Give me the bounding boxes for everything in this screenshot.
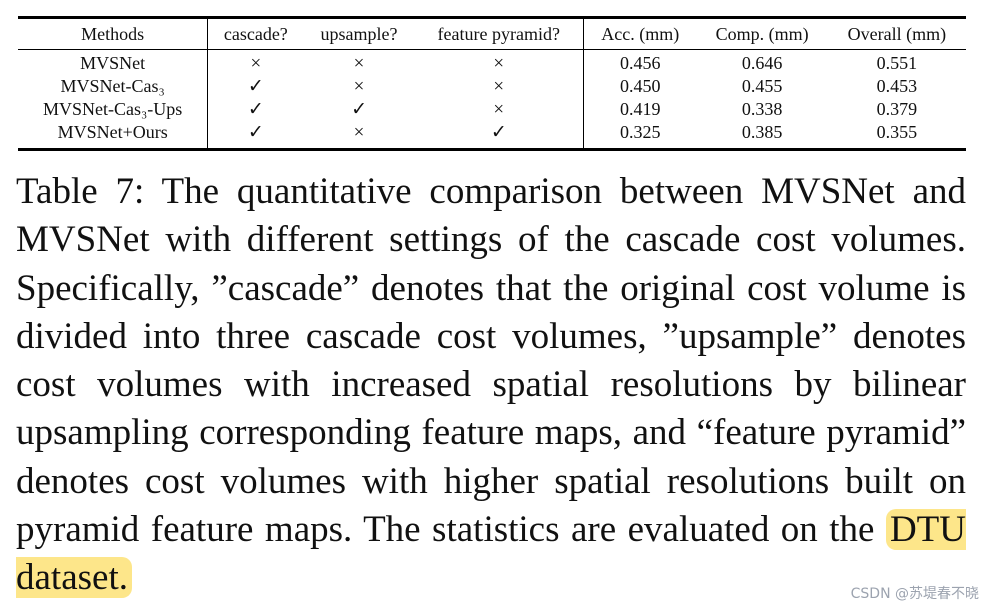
cell-acc: 0.450 (619, 76, 661, 96)
cell-overall: 0.355 (876, 122, 918, 142)
cell-upsample: × (353, 122, 365, 143)
results-table-container: Methods cascade? upsample? feature pyram… (18, 16, 966, 151)
header-feature-pyramid: feature pyramid? (414, 17, 584, 50)
cell-cascade: ✓ (247, 122, 264, 143)
cell-method: MVSNet-Cas₃ (18, 75, 209, 98)
cell-overall: 0.453 (876, 76, 918, 96)
cell-cascade: × (250, 53, 262, 74)
cell-method: MVSNet-Cas₃-Ups (18, 98, 209, 121)
watermark: CSDN @苏堤春不晓 (850, 586, 979, 602)
caption-paragraph: Table 7: The quantitative comparison bet… (16, 168, 966, 603)
cell-comp: 0.385 (741, 122, 783, 142)
caption-text: Table 7: The quantitative comparison bet… (16, 171, 966, 551)
cell-upsample: × (353, 76, 365, 97)
table-row: MVSNet × × × 0.456 0.646 0.551 (18, 49, 966, 75)
header-acc: Acc. (mm) (601, 24, 680, 44)
cell-method: MVSNet (18, 49, 209, 75)
cell-comp: 0.646 (741, 53, 783, 73)
cell-pyramid: × (414, 75, 584, 98)
cell-comp: 0.338 (741, 99, 783, 119)
cell-overall: 0.551 (876, 53, 918, 73)
table-row: MVSNet-Cas₃-Ups ✓ ✓ × 0.419 0.338 0.379 (18, 98, 966, 121)
cell-acc: 0.419 (619, 99, 661, 119)
cell-cascade: ✓ (247, 99, 264, 120)
cell-pyramid: × (414, 49, 584, 75)
header-overall: Overall (mm) (847, 24, 947, 44)
header-upsample: upsample? (320, 24, 398, 44)
cell-comp: 0.455 (741, 76, 783, 96)
cell-method: MVSNet+Ours (18, 121, 209, 150)
cell-pyramid: ✓ (414, 121, 584, 150)
results-table: Methods cascade? upsample? feature pyram… (18, 16, 966, 151)
cell-pyramid: × (414, 98, 584, 121)
header-methods: Methods (18, 17, 209, 50)
table-caption: Table 7: The quantitative comparison bet… (16, 168, 966, 603)
header-cascade: cascade? (223, 24, 288, 44)
cell-upsample: ✓ (351, 99, 367, 120)
cell-acc: 0.456 (619, 53, 661, 73)
cell-cascade: ✓ (247, 76, 264, 97)
header-comp: Comp. (mm) (715, 24, 809, 44)
table-header-row: Methods cascade? upsample? feature pyram… (18, 17, 966, 50)
table-row: MVSNet+Ours ✓ × ✓ 0.325 0.385 0.355 (18, 121, 966, 150)
table-row: MVSNet-Cas₃ ✓ × × 0.450 0.455 0.453 (18, 75, 966, 98)
cell-overall: 0.379 (876, 99, 918, 119)
cell-upsample: × (353, 53, 365, 74)
cell-acc: 0.325 (619, 122, 661, 142)
